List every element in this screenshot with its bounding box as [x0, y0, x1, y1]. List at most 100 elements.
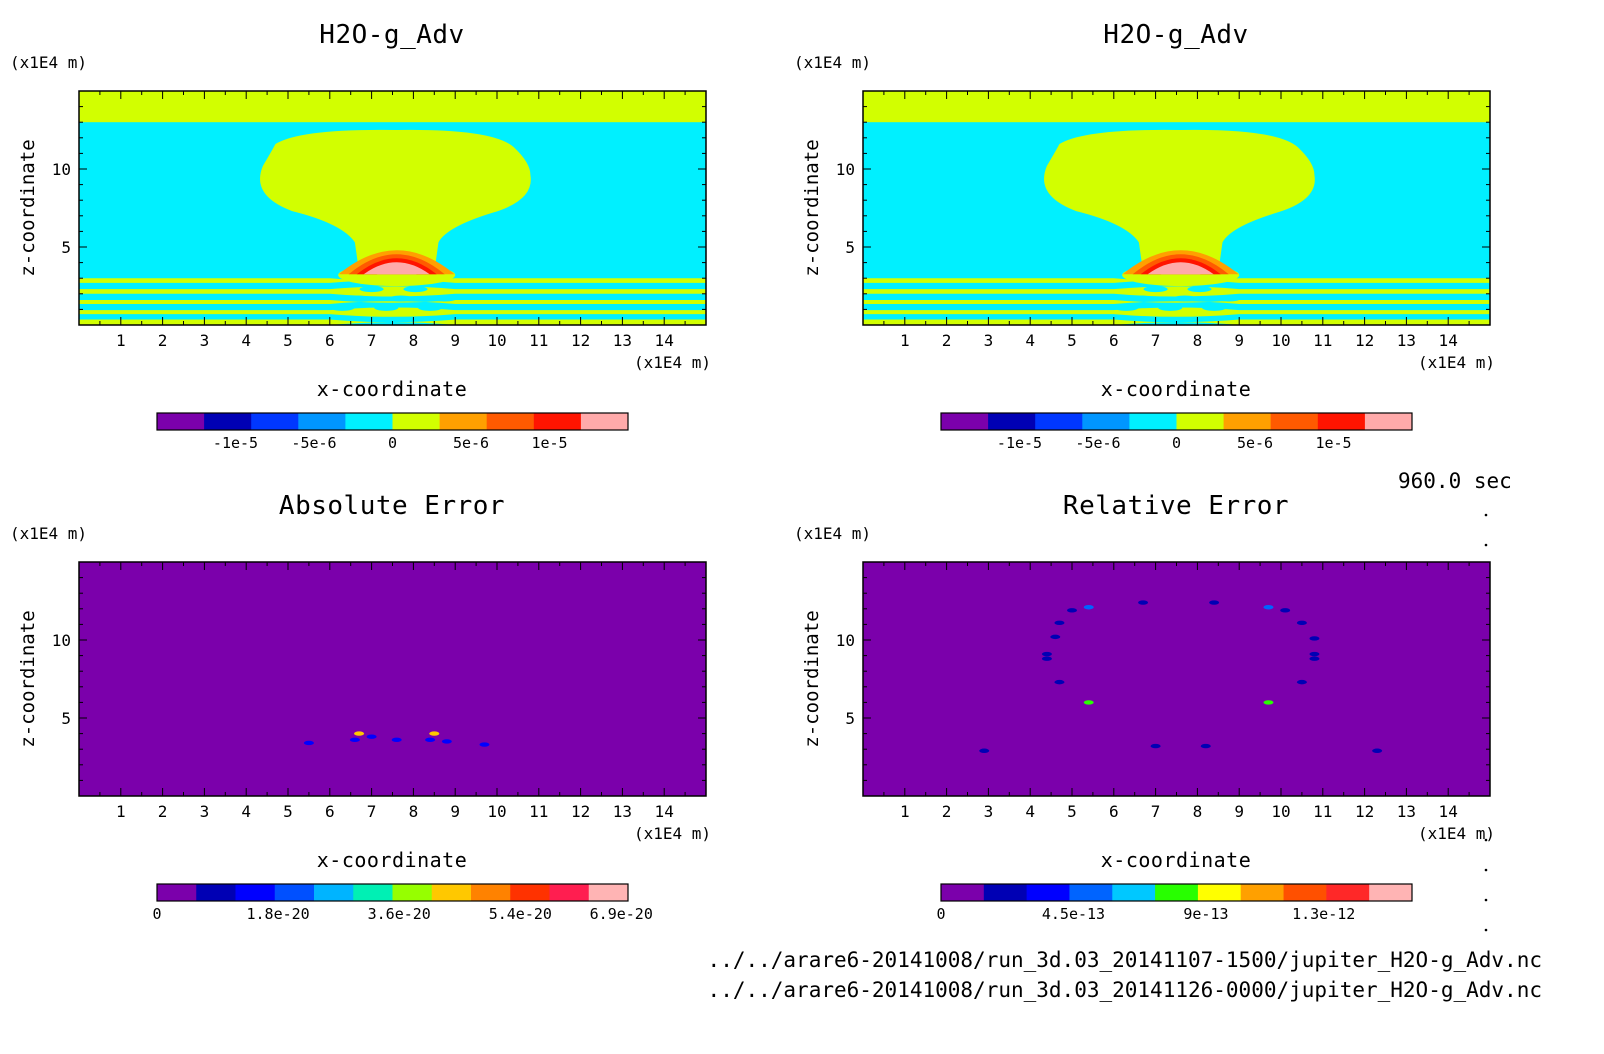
file-path-2: ../../arare6-20141008/run_3d.03_20141126…	[707, 978, 1542, 1002]
plot-area	[79, 562, 706, 796]
lower-band	[863, 300, 1490, 304]
error-spot	[1138, 600, 1149, 605]
x-tick-label: 6	[324, 802, 335, 821]
colorbar-swatch	[157, 884, 197, 901]
band-ripple	[1158, 304, 1183, 311]
x-tick-label: 5	[283, 802, 293, 821]
x-tick-label: 4	[241, 802, 252, 821]
error-spot	[1309, 651, 1320, 657]
file-path-1: ../../arare6-20141008/run_3d.03_20141107…	[707, 948, 1542, 972]
x-tick-label: 1	[899, 802, 910, 821]
x-tick-label: 6	[1108, 331, 1119, 350]
x-unit-label: (x1E4 m)	[634, 353, 712, 372]
colorbar-swatch	[486, 413, 535, 430]
band-ripple	[418, 304, 443, 311]
x-tick-label: 9	[450, 802, 461, 821]
error-spot	[1041, 656, 1052, 661]
chart-title: Relative Error	[1062, 491, 1290, 521]
colorbar-tick-label: 0	[1171, 434, 1182, 452]
x-tick-label: 10	[1271, 802, 1291, 821]
x-tick-label: 7	[366, 331, 377, 350]
plume-core-3	[1147, 262, 1214, 275]
x-axis-label: x-coordinate	[316, 377, 468, 401]
x-tick-label: 7	[366, 802, 377, 821]
x-tick-label: 11	[1313, 802, 1333, 821]
lower-band	[79, 307, 706, 317]
colorbar-swatch	[1369, 884, 1413, 901]
band-ripple	[374, 304, 399, 311]
colorbar-swatch	[983, 884, 1028, 901]
colorbar-swatch	[1197, 884, 1242, 901]
error-spot	[1054, 620, 1065, 626]
plume-core-4	[1160, 270, 1201, 275]
colorbar-swatch	[1283, 884, 1327, 901]
x-tick-label: 14	[654, 802, 674, 821]
x-tick-label: 2	[941, 802, 952, 821]
colorbar-swatch	[1026, 884, 1070, 901]
band-ripple	[1143, 286, 1168, 293]
x-tick-label: 12	[570, 802, 591, 821]
colorbar-tick-label: 0	[152, 905, 162, 923]
colorbar-swatch	[392, 884, 433, 901]
y-tick-label: 10	[51, 160, 71, 179]
colorbar-tick-label: 5.4e-20	[488, 905, 552, 923]
colorbar-tick-label: 1.8e-20	[246, 905, 310, 923]
error-spot	[429, 731, 440, 736]
x-tick-label: 5	[283, 331, 293, 350]
y-tick-label: 5	[61, 238, 71, 257]
lower-band	[79, 286, 706, 297]
panel-bottom-left	[78, 561, 707, 902]
error-spot	[1263, 700, 1274, 705]
colorbar-tick-label: -5e-6	[1075, 434, 1121, 452]
colorbar-swatch	[1176, 413, 1225, 430]
error-spot	[366, 734, 377, 739]
x-tick-label: 4	[1025, 802, 1036, 821]
colorbar-frame	[156, 883, 629, 902]
colorbar-swatch	[1223, 413, 1272, 430]
y-unit-label: (x1E4 m)	[794, 53, 872, 72]
colorbar-tick-label: 1e-5	[531, 434, 568, 452]
band-ripple	[1187, 286, 1212, 293]
error-spot	[303, 740, 314, 746]
colorbar-swatch	[439, 413, 488, 430]
error-spot	[1067, 608, 1077, 613]
error-spot	[391, 737, 402, 743]
plot-area	[79, 91, 706, 325]
colorbar-swatch	[1035, 413, 1083, 430]
x-tick-label: 13	[612, 331, 633, 350]
colorbar	[940, 883, 1413, 902]
error-spot	[1309, 656, 1320, 661]
colorbar-swatch	[1270, 413, 1319, 430]
x-tick-label: 1	[899, 331, 910, 350]
x-tick-label: 9	[1234, 802, 1245, 821]
colorbar-swatch	[1326, 884, 1370, 901]
colorbar-swatch	[941, 413, 989, 430]
colorbar-swatch	[392, 413, 441, 430]
colorbar	[156, 412, 629, 431]
colorbar-swatch	[510, 884, 550, 901]
colorbar-swatch	[1112, 884, 1156, 901]
x-unit-label: (x1E4 m)	[1418, 824, 1496, 843]
x-tick-label: 14	[654, 331, 674, 350]
x-tick-label: 10	[487, 802, 507, 821]
x-tick-label: 4	[241, 331, 252, 350]
margin-dot	[1484, 513, 1488, 517]
x-axis-label: x-coordinate	[316, 848, 468, 872]
x-tick-label: 7	[1150, 331, 1161, 350]
x-tick-label: 2	[941, 331, 952, 350]
colorbar-tick-label: 5e-6	[452, 434, 490, 452]
error-spot	[441, 739, 452, 744]
colorbar-tick-label: 3.6e-20	[367, 905, 431, 923]
x-tick-label: 7	[1150, 802, 1161, 821]
x-tick-label: 2	[157, 802, 168, 821]
colorbar-swatch	[157, 413, 205, 430]
chart-title: H2O-g_Adv	[1103, 20, 1249, 50]
mushroom-plume	[260, 129, 531, 272]
x-unit-label: (x1E4 m)	[634, 824, 712, 843]
margin-dot	[1484, 928, 1488, 932]
colorbar-swatch	[1364, 413, 1413, 430]
x-tick-label: 11	[1313, 331, 1333, 350]
y-tick-label: 5	[845, 238, 855, 257]
y-tick-label: 10	[835, 160, 855, 179]
